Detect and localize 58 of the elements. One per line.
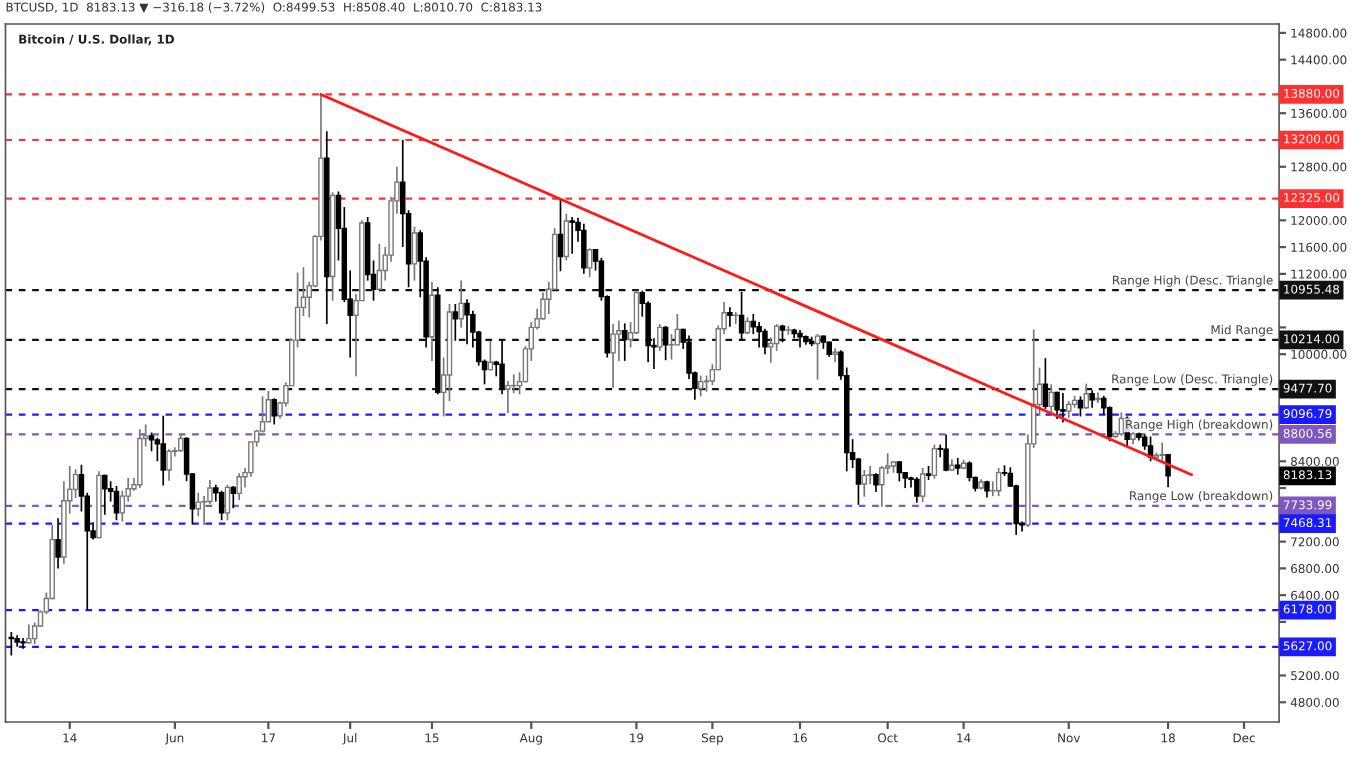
candlestick [657,323,663,352]
candlestick [499,339,505,396]
candlestick [785,325,792,336]
candlestick [458,279,464,329]
candlestick [230,485,237,509]
candlestick [1042,357,1049,410]
candlestick [195,491,202,518]
candlestick [762,327,768,356]
candlestick [1165,453,1171,489]
candlestick [662,325,669,362]
candlestick [955,457,961,476]
candlestick [1095,391,1101,404]
candlestick [943,433,949,473]
candlestick [218,489,225,522]
candlestick [1048,383,1054,417]
candlestick [137,428,143,489]
candlestick [581,222,587,275]
candlestick [896,460,903,483]
candlestick [1060,392,1066,424]
candlestick [814,333,821,381]
candlestick [622,322,628,362]
candlestick [563,212,570,262]
candlestick [931,443,938,480]
candlestick [797,329,803,349]
candlestick [610,323,616,389]
candlestick [1159,441,1165,463]
candlestick [1083,382,1090,410]
candlestick [966,460,973,483]
candlestick [1054,390,1060,420]
candlestick [376,242,383,291]
candlestick [861,469,868,498]
candlestick [55,517,61,570]
candlestick [756,321,762,349]
candlestick [236,472,242,501]
candlestick [990,480,996,497]
candlestick [464,298,470,345]
candlestick [586,247,593,279]
candlestick [995,467,1002,497]
candlestick [224,483,231,522]
candlestick [20,637,26,650]
candlestick [160,414,166,487]
candlestick [914,476,920,504]
candlestick [727,306,733,328]
candlestick [166,448,172,482]
candlestick [148,431,155,453]
candlestick [113,485,120,522]
candlestick [429,281,435,362]
candlestick [557,197,564,273]
candlestick [873,472,879,493]
candlestick [505,380,511,414]
candlestick [569,216,575,255]
candlestick [452,303,459,342]
candlestick [697,374,704,398]
candlestick [411,226,418,282]
candlestick [919,467,926,503]
candlestick [668,333,675,361]
candlestick [102,473,108,516]
candlestick [271,397,277,426]
